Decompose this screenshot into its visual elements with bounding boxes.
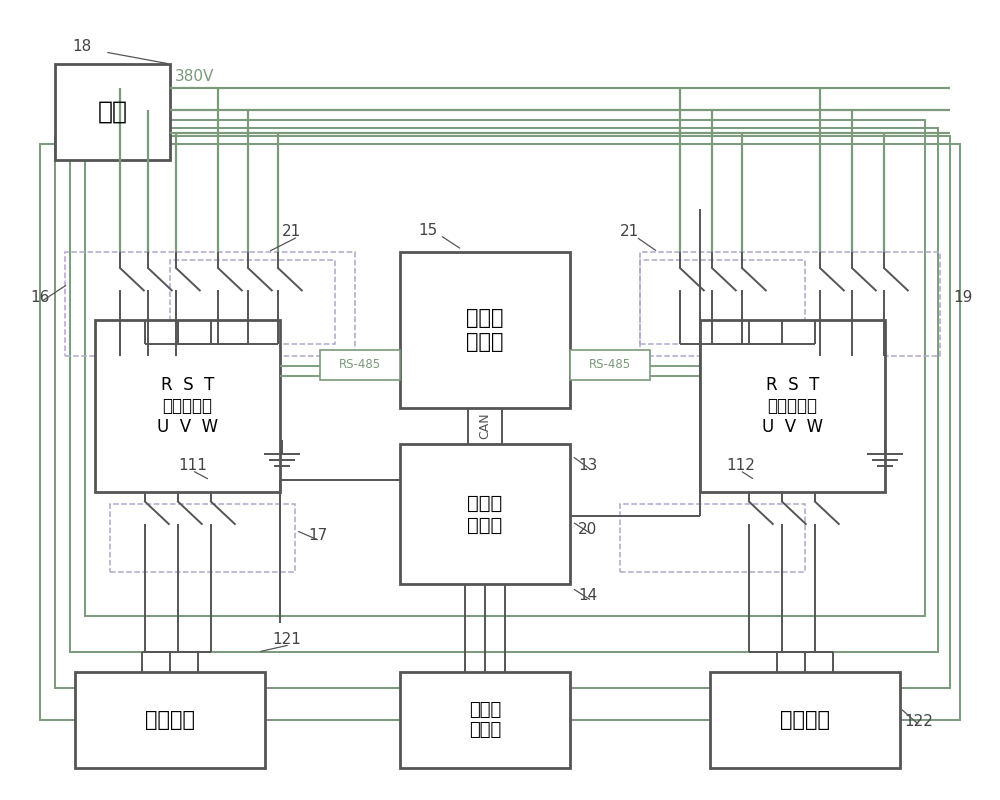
- Text: 内燃机
传感器: 内燃机 传感器: [469, 701, 501, 739]
- Bar: [570, 350, 650, 380]
- Text: 内燃机
控制器: 内燃机 控制器: [467, 494, 503, 534]
- Text: 车辆控
制单元: 车辆控 制单元: [466, 308, 504, 352]
- Text: 19: 19: [953, 290, 972, 305]
- Bar: [55, 136, 950, 688]
- Text: 18: 18: [72, 39, 91, 54]
- Text: CAN: CAN: [479, 413, 492, 439]
- Text: 112: 112: [726, 458, 755, 473]
- Bar: [640, 252, 940, 356]
- Text: 21: 21: [282, 225, 301, 239]
- Bar: [700, 320, 885, 492]
- Text: 122: 122: [904, 714, 933, 729]
- Bar: [110, 504, 295, 572]
- Text: 水冷风机: 水冷风机: [145, 710, 195, 730]
- Text: 17: 17: [308, 529, 327, 543]
- Bar: [65, 252, 355, 356]
- Bar: [620, 504, 805, 572]
- Bar: [85, 120, 925, 616]
- Text: 电源: 电源: [98, 100, 128, 124]
- Text: 15: 15: [418, 223, 437, 238]
- Bar: [400, 252, 570, 408]
- Text: RS-485: RS-485: [339, 358, 381, 371]
- Text: 20: 20: [578, 522, 597, 537]
- Bar: [75, 672, 265, 768]
- Bar: [55, 64, 170, 160]
- Text: 16: 16: [30, 290, 49, 305]
- Text: 111: 111: [178, 458, 207, 473]
- Bar: [400, 672, 570, 768]
- Bar: [170, 260, 335, 344]
- Bar: [40, 144, 960, 720]
- Text: 121: 121: [272, 633, 301, 647]
- Text: 380V: 380V: [175, 70, 214, 84]
- Text: RS-485: RS-485: [589, 358, 631, 371]
- Text: 14: 14: [578, 589, 597, 603]
- Text: 21: 21: [620, 225, 639, 239]
- Bar: [70, 128, 938, 652]
- Bar: [710, 672, 900, 768]
- Text: R  S  T
风冷控制器
U  V  W: R S T 风冷控制器 U V W: [762, 376, 823, 436]
- Text: 风冷风机: 风冷风机: [780, 710, 830, 730]
- Bar: [640, 260, 805, 344]
- Text: 13: 13: [578, 458, 597, 473]
- Bar: [320, 350, 400, 380]
- Text: R  S  T
水冷控制器
U  V  W: R S T 水冷控制器 U V W: [157, 376, 218, 436]
- Bar: [95, 320, 280, 492]
- Bar: [400, 444, 570, 584]
